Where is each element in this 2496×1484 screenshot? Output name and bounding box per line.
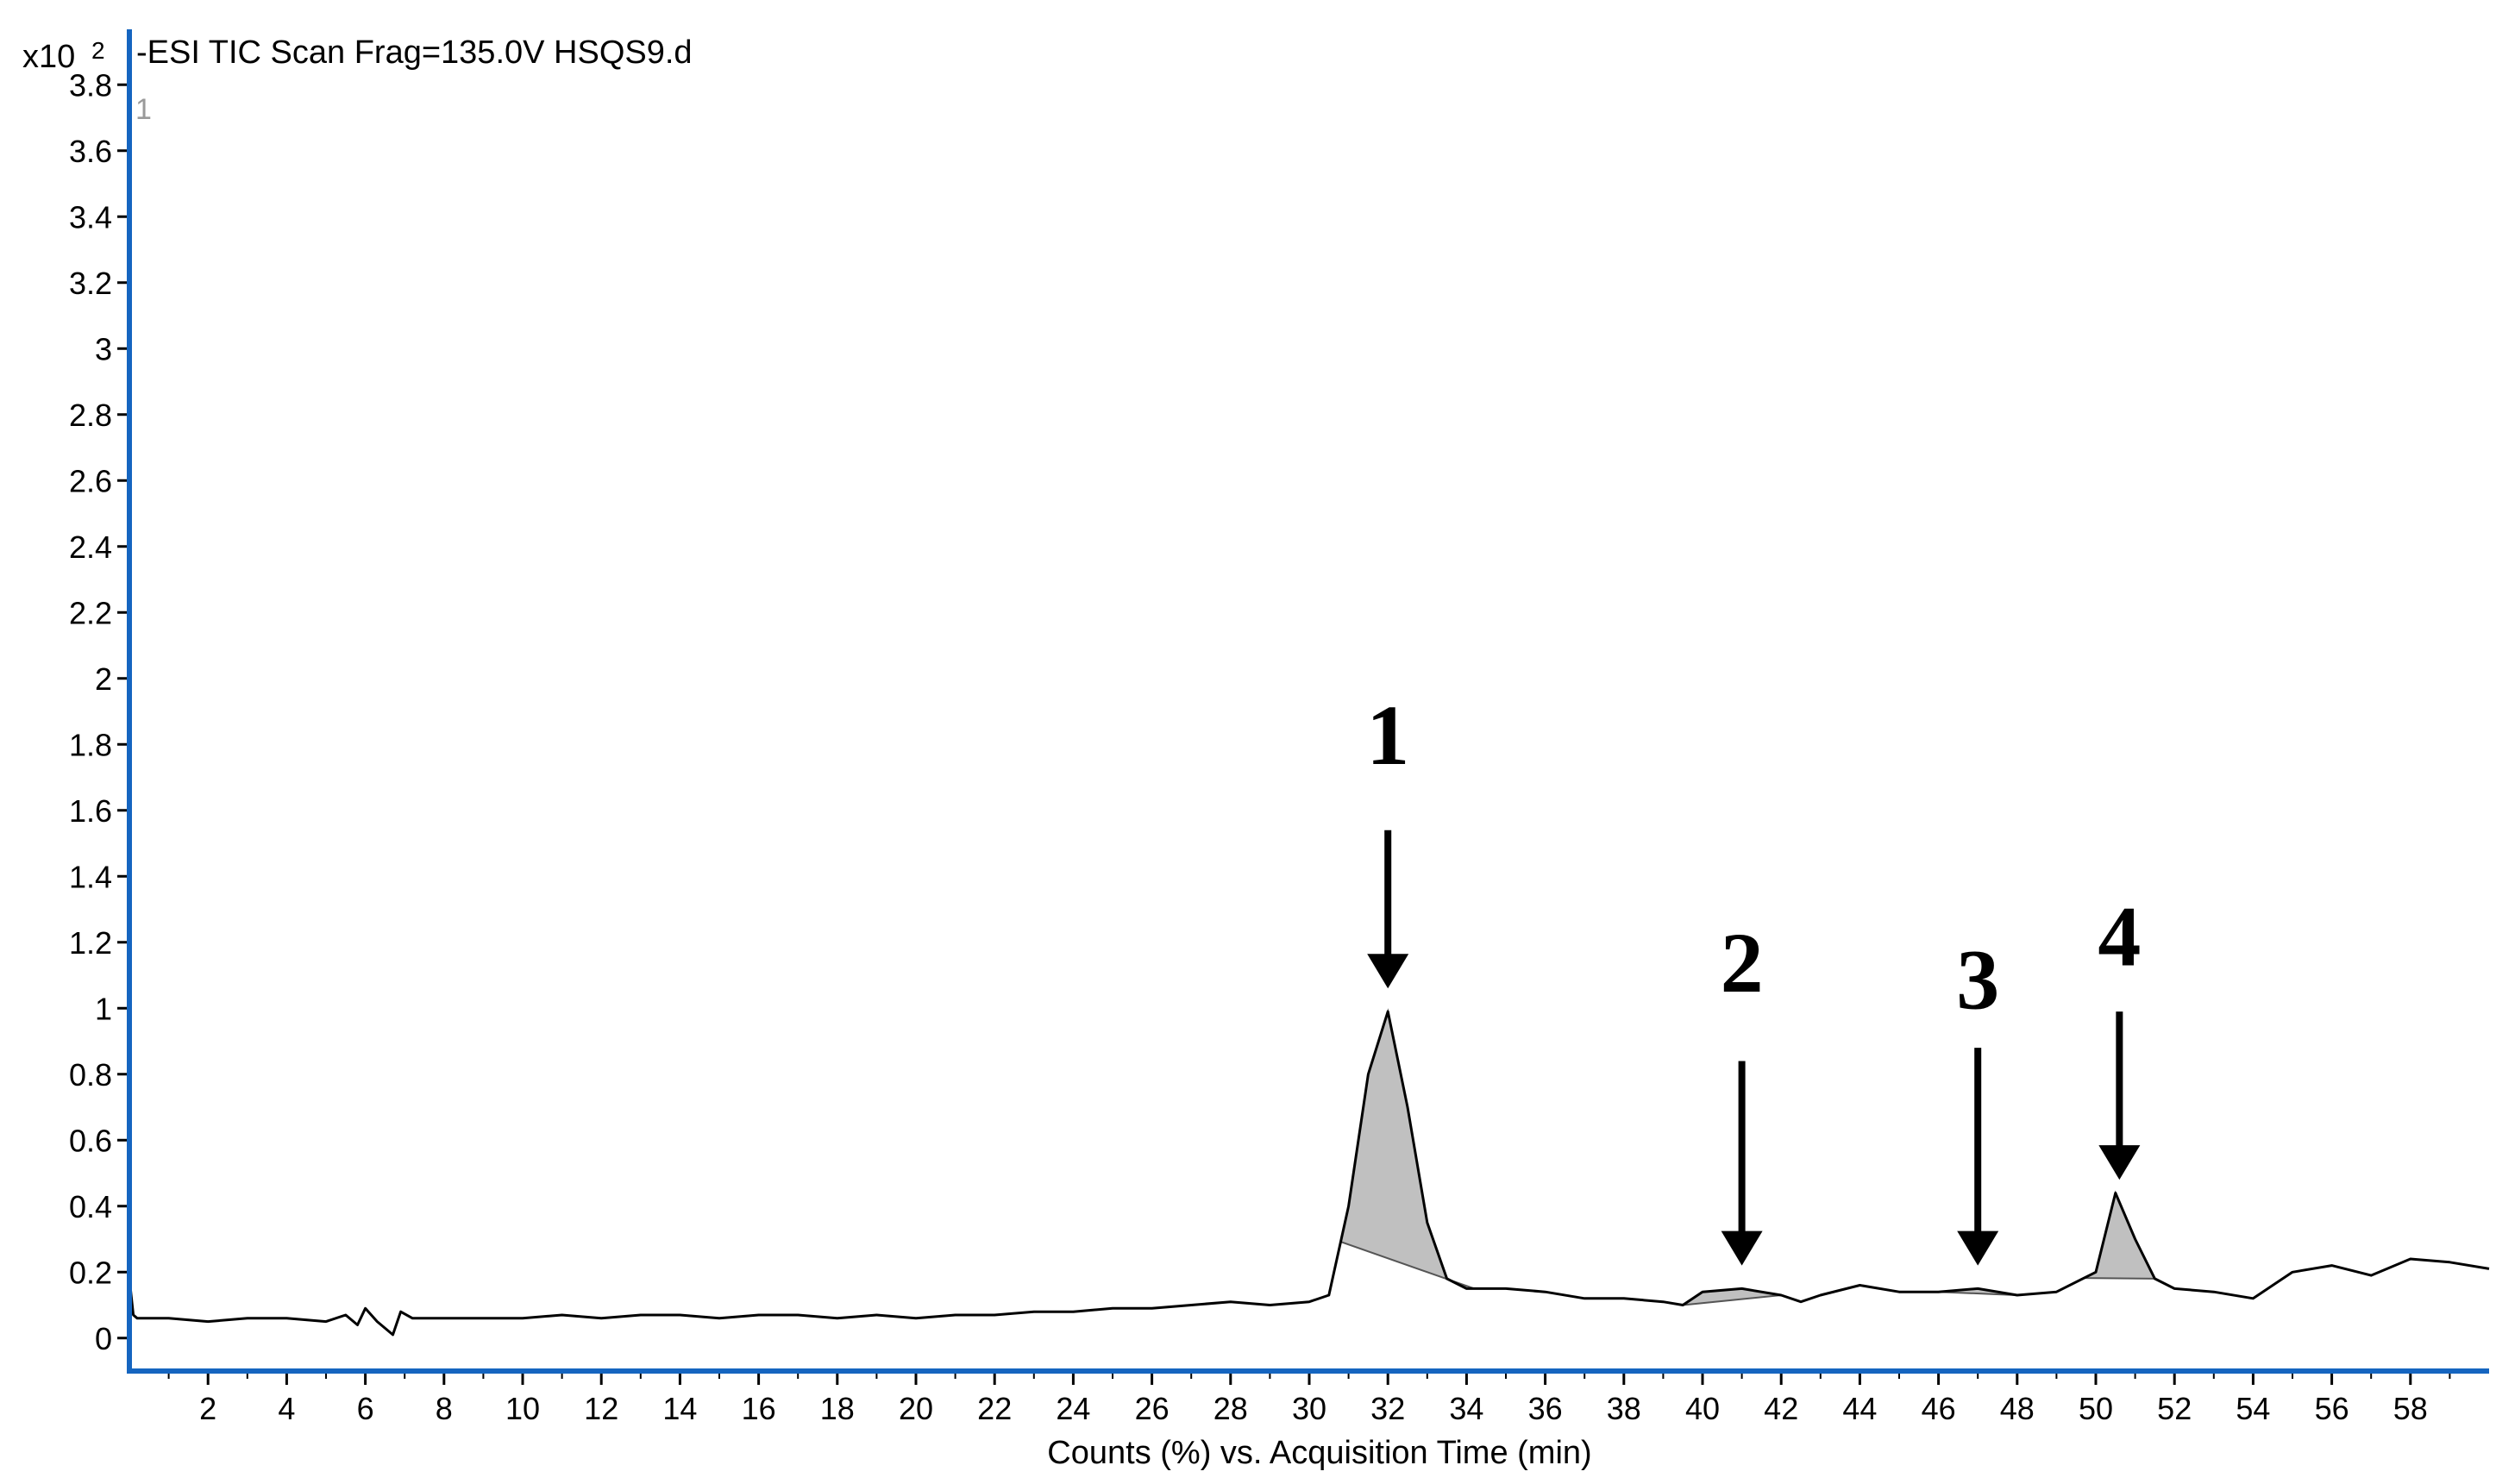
x-tick-label: 38 bbox=[1607, 1391, 1641, 1426]
integrated-peak-4 bbox=[2083, 1190, 2157, 1280]
y-tick-label: 3.2 bbox=[69, 266, 112, 301]
x-tick-label: 46 bbox=[1922, 1391, 1956, 1426]
y-tick-label: 0.2 bbox=[69, 1255, 112, 1290]
x-tick-label: 54 bbox=[2236, 1391, 2270, 1426]
y-multiplier-exponent: 2 bbox=[91, 37, 105, 64]
x-tick-label: 50 bbox=[2079, 1391, 2113, 1426]
x-tick-label: 10 bbox=[505, 1391, 540, 1426]
x-tick-label: 4 bbox=[278, 1391, 295, 1426]
y-tick-label: 2.6 bbox=[69, 463, 112, 498]
y-axis-ticks: 0 0.2 0.4 0.6 0.8 1 1.2 1.4 1.6 1.8 2 2.2 2.4 2.6 2.8 3… bbox=[69, 67, 129, 1356]
tic-series-line bbox=[128, 1010, 2490, 1337]
pane-index: 1 bbox=[135, 93, 152, 126]
arrow-head-2 bbox=[1721, 1230, 1763, 1266]
arrow-head-3 bbox=[1957, 1230, 1999, 1266]
tic-trace bbox=[128, 1010, 2490, 1337]
y-tick-label: 3 bbox=[95, 331, 112, 366]
y-tick-label: 2.4 bbox=[69, 529, 112, 565]
x-tick-label: 6 bbox=[357, 1391, 374, 1426]
y-multiplier-base: x10 bbox=[22, 39, 75, 75]
x-tick-label: 42 bbox=[1764, 1391, 1798, 1426]
x-tick-label: 26 bbox=[1135, 1391, 1170, 1426]
y-tick-label: 2.2 bbox=[69, 595, 112, 630]
x-tick-label: 58 bbox=[2393, 1391, 2428, 1426]
peak-number-4: 4 bbox=[2098, 889, 2141, 985]
y-tick-label: 2 bbox=[95, 661, 112, 697]
x-tick-label: 30 bbox=[1292, 1391, 1326, 1426]
chart-title: -ESI TIC Scan Frag=135.0V HSQS9.d bbox=[136, 34, 693, 71]
x-tick-label: 20 bbox=[899, 1391, 933, 1426]
arrow-head-4 bbox=[2098, 1145, 2141, 1180]
y-tick-label: 1.4 bbox=[69, 859, 112, 894]
x-tick-label: 56 bbox=[2315, 1391, 2349, 1426]
x-tick-label: 36 bbox=[1528, 1391, 1563, 1426]
x-tick-label: 18 bbox=[820, 1391, 855, 1426]
arrow-head-1 bbox=[1367, 954, 1409, 989]
x-axis-ticks: 2 4 6 8 10 12 14 16 18 20 22 24 26 28 30 32 34 36 38 40 42 44… bbox=[167, 1371, 2451, 1426]
x-tick-label: 34 bbox=[1449, 1391, 1483, 1426]
y-tick-label: 0.8 bbox=[69, 1057, 112, 1093]
y-tick-label: 1.2 bbox=[69, 925, 112, 961]
y-tick-label: 0 bbox=[95, 1321, 112, 1356]
y-tick-label: 1.6 bbox=[69, 793, 112, 829]
plot-axes bbox=[127, 29, 2489, 1374]
x-tick-label: 44 bbox=[1842, 1391, 1877, 1426]
y-tick-label: 0.6 bbox=[69, 1123, 112, 1158]
y-tick-label: 2.8 bbox=[69, 398, 112, 433]
y-tick-label: 1.8 bbox=[69, 727, 112, 762]
x-tick-label: 40 bbox=[1685, 1391, 1720, 1426]
x-tick-label: 22 bbox=[977, 1391, 1012, 1426]
peak-number-3: 3 bbox=[1956, 931, 1999, 1027]
y-tick-label: 3.6 bbox=[69, 134, 112, 169]
x-tick-label: 28 bbox=[1214, 1391, 1248, 1426]
x-tick-label: 48 bbox=[2000, 1391, 2035, 1426]
x-tick-label: 2 bbox=[199, 1391, 216, 1426]
x-tick-label: 16 bbox=[742, 1391, 776, 1426]
peak-number-2: 2 bbox=[1721, 915, 1764, 1011]
x-tick-label: 52 bbox=[2157, 1391, 2192, 1426]
y-tick-label: 3.8 bbox=[69, 67, 112, 103]
y-tick-label: 0.4 bbox=[69, 1189, 112, 1224]
y-tick-label: 1 bbox=[95, 991, 112, 1026]
integrated-peak-2 bbox=[1682, 1287, 1782, 1306]
peak-number-1: 1 bbox=[1366, 687, 1409, 783]
x-tick-label: 14 bbox=[662, 1391, 697, 1426]
x-tick-label: 8 bbox=[436, 1391, 453, 1426]
x-tick-label: 12 bbox=[584, 1391, 618, 1426]
peak-annotations: 1 2 3 4 bbox=[1366, 687, 2141, 1266]
integrated-peak-1 bbox=[1339, 1008, 1475, 1290]
x-axis-title: Counts (%) vs. Acquisition Time (min) bbox=[1047, 1435, 1591, 1471]
integrated-peak-areas bbox=[1339, 1008, 2157, 1306]
x-tick-label: 24 bbox=[1056, 1391, 1090, 1426]
y-tick-label: 3.4 bbox=[69, 199, 112, 235]
x-tick-label: 32 bbox=[1370, 1391, 1405, 1426]
